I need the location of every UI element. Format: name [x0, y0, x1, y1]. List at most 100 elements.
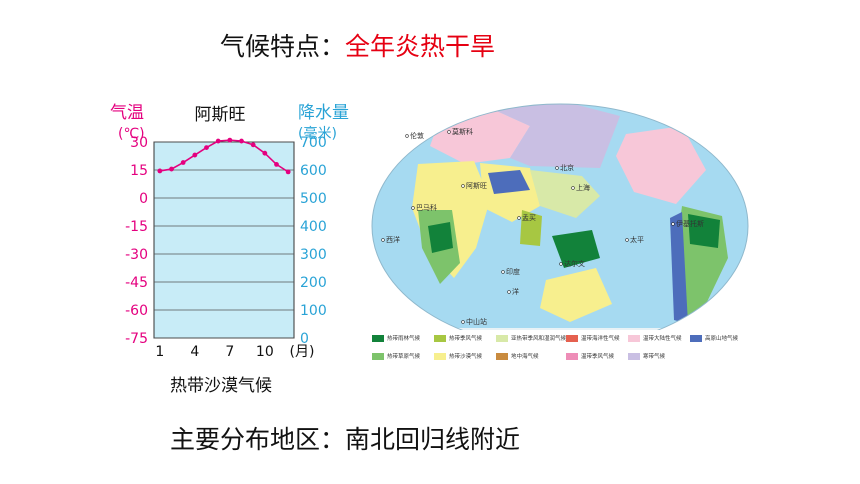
temperature-point: [250, 142, 256, 148]
city-marker: [559, 262, 563, 266]
heading-highlight: 全年炎热干旱: [345, 32, 496, 61]
precipitation-tick-label: 300: [300, 247, 327, 263]
legend-swatch: [433, 334, 446, 342]
south-asia-region: [520, 210, 542, 246]
precipitation-axis-unit: (毫米): [298, 125, 337, 142]
month-tick-label: 7: [225, 344, 234, 360]
city-marker: [625, 238, 629, 242]
legend-item: 热带草原气候: [372, 348, 434, 364]
map-label-indian: 印度: [506, 267, 520, 276]
temperature-tick-label: -75: [125, 331, 148, 347]
temperature-tick-label: -15: [125, 219, 148, 235]
city-marker: [517, 216, 521, 220]
map-label-mumbai: 孟买: [522, 213, 536, 222]
map-label-iquitos: 伊基托斯: [676, 219, 704, 228]
legend-swatch: [372, 352, 384, 360]
precipitation-tick-label: 400: [300, 219, 327, 235]
city-marker: [381, 238, 385, 242]
chart-caption: 热带沙漠气候: [170, 376, 272, 396]
legend-item: 温带大陆性气候: [628, 330, 690, 346]
legend-item: 高原山地气候: [690, 330, 752, 346]
world-climate-map: 伦敦莫斯科北京上海阿斯旺孟买巴马科伊基托斯达尔文中山站东方站太平西洋印度洋: [370, 98, 755, 358]
temperature-tick-label: 30: [130, 135, 148, 151]
legend-label: 温带大陆性气候: [643, 336, 682, 342]
legend-swatch: [495, 352, 508, 360]
australia-region: [540, 268, 612, 322]
legend-item: 热带季风气候: [433, 330, 496, 346]
precipitation-axis-label: 降水量: [298, 103, 349, 123]
temperature-point: [192, 152, 198, 158]
map-label-atlantic: 西洋: [386, 235, 400, 244]
chart-title: 阿斯旺: [195, 105, 246, 125]
distribution-text: 主要分布地区：南北回归线附近: [170, 425, 521, 454]
north-america-region: [616, 126, 706, 204]
map-label-ocean: 洋: [512, 287, 519, 296]
temperature-point: [157, 168, 163, 174]
legend-label: 寒带气候: [643, 354, 666, 360]
city-marker: [405, 134, 409, 138]
city-marker: [461, 320, 465, 324]
southeast-asia-islands: [552, 230, 600, 268]
map-label-bamako: 巴马科: [416, 203, 437, 212]
map-label-pacific: 太平: [630, 235, 644, 244]
legend-item: 热带雨林气候: [372, 330, 434, 346]
month-tick-label: 10: [256, 344, 274, 360]
andes-region: [670, 212, 688, 324]
legend-swatch: [628, 352, 640, 360]
legend-label: 热带沙漠气候: [448, 354, 482, 360]
city-marker: [555, 166, 559, 170]
precipitation-tick-label: 700: [300, 135, 327, 151]
climate-feature-heading: 气候特点：全年炎热干旱: [220, 27, 495, 63]
temperature-tick-label: -60: [125, 303, 148, 319]
temperature-point: [215, 138, 221, 144]
east-asia-region: [530, 170, 600, 218]
precipitation-tick-label: 600: [300, 163, 327, 179]
legend-label: 热带草原气候: [387, 354, 421, 360]
legend-item: 亚热带季风和湿润气候: [495, 330, 566, 346]
city-marker: [501, 270, 505, 274]
map-label-beijing: 北京: [560, 163, 574, 172]
plot-area: [153, 141, 295, 339]
city-marker: [671, 222, 675, 226]
africa-rainforest: [428, 222, 453, 253]
world-map-svg: 伦敦莫斯科北京上海阿斯旺孟买巴马科伊基托斯达尔文中山站东方站太平西洋印度洋: [371, 103, 749, 349]
map-label-moscow: 莫斯科: [452, 127, 473, 136]
precipitation-tick-label: 500: [300, 191, 327, 207]
legend-item: 热带沙漠气候: [433, 348, 496, 364]
city-marker: [507, 290, 511, 294]
temperature-point: [169, 166, 174, 172]
legend-swatch: [628, 334, 640, 342]
legend-item: 温带海洋性气候: [566, 330, 628, 346]
temperature-point: [204, 145, 209, 150]
legend-swatch: [566, 352, 578, 360]
temperature-point: [227, 137, 233, 143]
temperature-tick-label: 0: [139, 191, 148, 207]
precipitation-tick-label: 0: [300, 331, 309, 347]
temperature-tick-label: -30: [125, 247, 148, 263]
city-marker: [461, 184, 465, 188]
month-tick-label: 1: [155, 344, 164, 360]
temperature-point: [285, 169, 291, 175]
temperature-tick-label: 15: [130, 163, 148, 179]
legend-label: 温带海洋性气候: [581, 336, 620, 342]
legend-swatch: [495, 334, 508, 342]
precipitation-tick-label: 200: [300, 275, 327, 291]
legend-label: 地中海气候: [510, 354, 539, 360]
temperature-tick-label: -45: [125, 275, 148, 291]
legend-label: 高原山地气候: [705, 336, 739, 342]
legend-item: 地中海气候: [495, 348, 566, 364]
legend-swatch: [433, 352, 446, 360]
legend-label: 热带季风气候: [448, 336, 482, 342]
month-tick-label: (月): [290, 344, 315, 360]
tibet-plateau: [488, 170, 530, 194]
map-label-shanghai: 上海: [576, 183, 590, 192]
temperature-point: [239, 138, 244, 144]
city-marker: [447, 130, 451, 134]
heading-prefix: 气候特点：: [220, 32, 346, 61]
city-marker: [571, 186, 575, 190]
legend-swatch: [566, 334, 578, 342]
legend-swatch: [690, 334, 702, 342]
map-label-zhongshan: 中山站: [466, 317, 487, 326]
climate-chart: 气温 (℃) 阿斯旺 降水量 (毫米) 30 15 0 -15 -30 -45 -60 -75…: [108, 96, 370, 406]
month-tick-label: 4: [190, 344, 199, 360]
